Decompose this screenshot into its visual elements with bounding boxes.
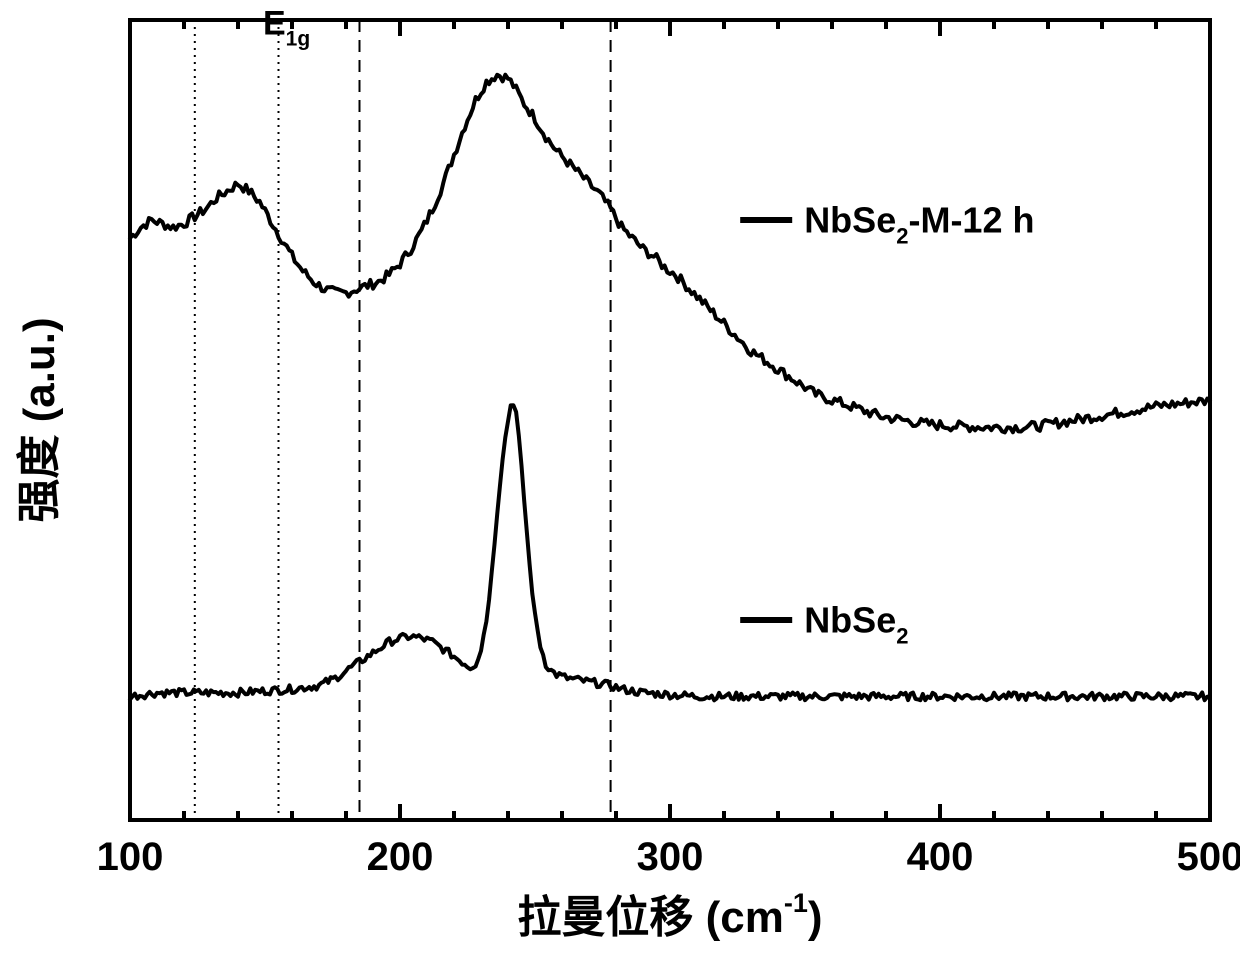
x-tick-label: 500 (1177, 835, 1240, 879)
x-tick-label: 100 (97, 835, 164, 879)
chart-svg: 100200300400500拉曼位移 (cm-1)强度 (a.u.)E1gE2… (0, 0, 1240, 974)
legend-label: NbSe2 (804, 600, 908, 649)
spectrum-upper (130, 75, 1210, 433)
peak-label: E1g (263, 5, 310, 51)
x-tick-label: 200 (367, 835, 434, 879)
x-tick-label: 300 (637, 835, 704, 879)
x-tick-label: 400 (907, 835, 974, 879)
y-axis-label: 强度 (a.u.) (15, 317, 64, 522)
raman-chart: 100200300400500拉曼位移 (cm-1)强度 (a.u.)E1gE2… (0, 0, 1240, 974)
spectrum-lower (130, 405, 1210, 700)
legend-label: NbSe2-M-12 h (804, 200, 1034, 249)
x-axis-label: 拉曼位移 (cm-1) (517, 888, 822, 942)
